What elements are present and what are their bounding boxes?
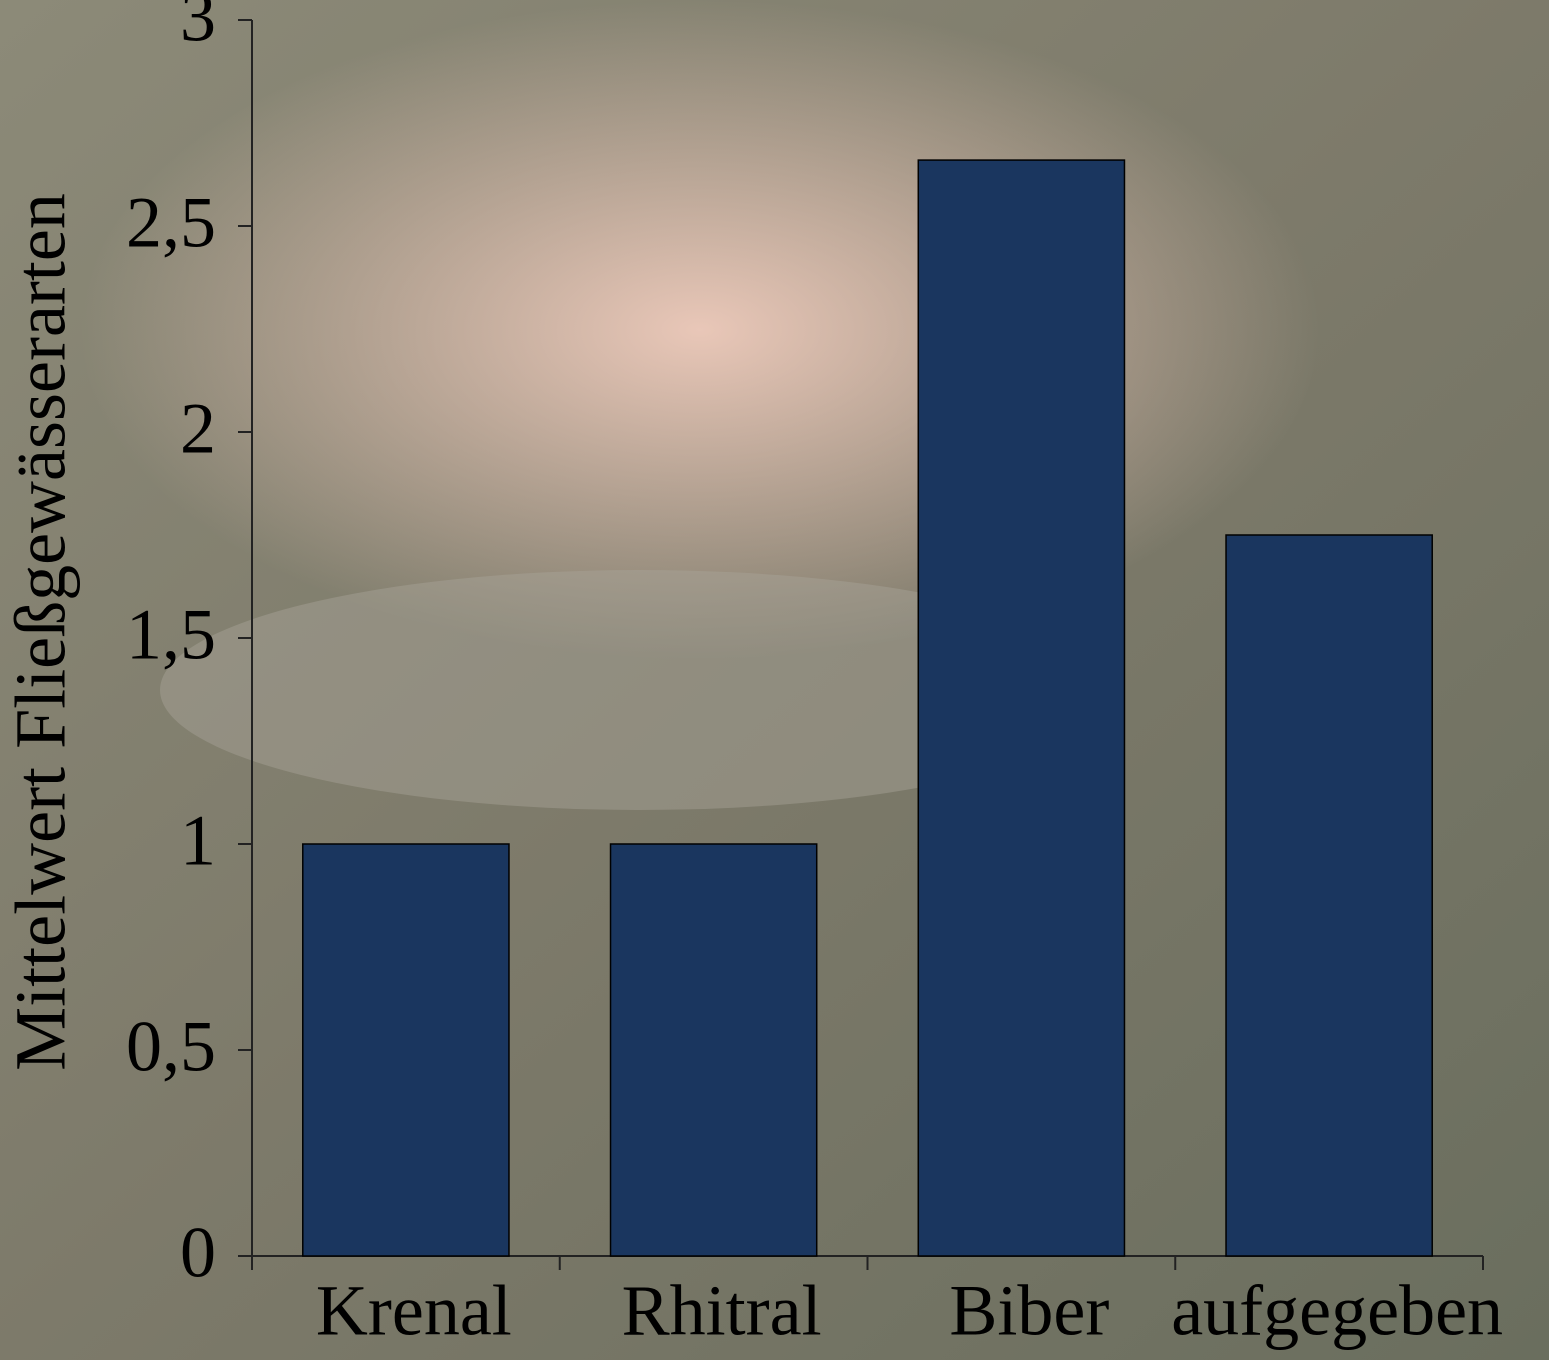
y-axis-label: Mittelwert Fließgewässerarten — [1, 193, 81, 1071]
x-tick-label: aufgegeben — [1171, 1271, 1503, 1351]
y-tick-label: 1,5 — [126, 595, 216, 675]
y-tick-label: 0 — [180, 1213, 216, 1293]
y-tick-label: 2,5 — [126, 183, 216, 263]
x-tick-label: Rhitral — [622, 1271, 822, 1351]
background-photo — [80, 0, 1320, 660]
bar — [303, 844, 509, 1256]
y-tick-label: 2 — [180, 389, 216, 469]
y-tick-label: 1 — [180, 801, 216, 881]
bar — [918, 160, 1124, 1256]
bar — [1226, 535, 1432, 1256]
x-tick-label: Biber — [949, 1271, 1109, 1351]
y-tick-label: 3 — [180, 0, 216, 57]
bar — [611, 844, 817, 1256]
x-tick-label: Krenal — [316, 1271, 512, 1351]
y-tick-label: 0,5 — [126, 1007, 216, 1087]
chart: Mittelwert Fließgewässerarten 0 0,5 1 1,5 2 2… — [0, 0, 1549, 1360]
